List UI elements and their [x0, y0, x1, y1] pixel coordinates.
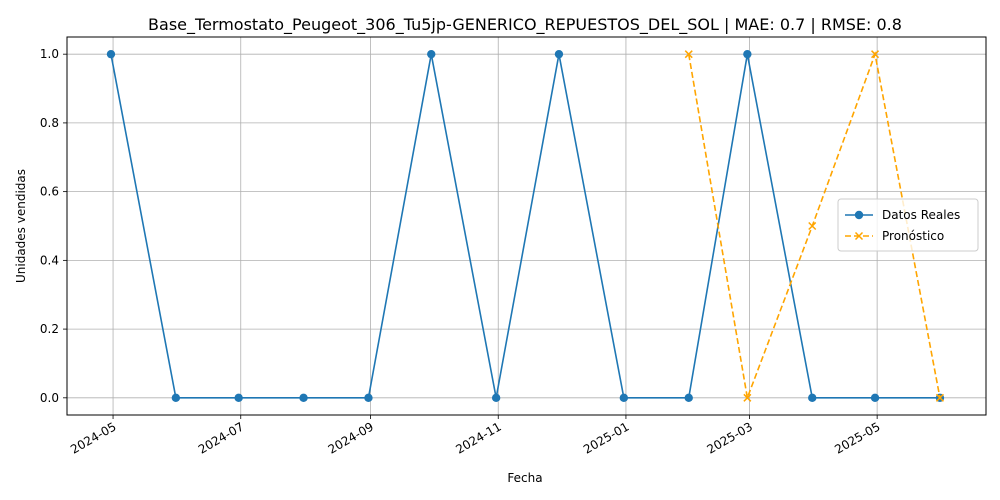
plot-frame — [66, 36, 987, 416]
y-tick-label: 0.6 — [40, 185, 59, 199]
data-point — [234, 393, 243, 403]
data-point — [871, 50, 880, 59]
data-point — [684, 50, 693, 59]
data-point — [171, 393, 181, 403]
series-1 — [684, 50, 944, 402]
data-point — [870, 393, 880, 403]
x-axis: 2024-05 2024-07 2024-09 2024-11 2025-01 2025-… — [68, 415, 883, 457]
series-line — [110, 54, 940, 399]
data-point — [427, 49, 436, 59]
grid — [67, 37, 986, 415]
y-tick-label: 0.8 — [40, 116, 59, 130]
data-point — [554, 49, 564, 59]
y-axis-label: Unidades vendidas — [14, 169, 28, 283]
data-point — [743, 49, 752, 59]
data-point — [935, 393, 944, 402]
data-point — [106, 49, 116, 59]
legend-box — [837, 198, 979, 252]
data-point — [299, 393, 308, 403]
data-point — [364, 393, 373, 403]
x-tick-label: 2024-11 — [453, 419, 503, 456]
data-point — [491, 393, 501, 403]
chart-title: Base_Termostato_Peugeot_306_Tu5jp-GENERI… — [148, 15, 902, 35]
data-point — [808, 221, 817, 231]
y-axis: 0.0 0.2 0.4 0.6 0.8 1.0 — [40, 47, 67, 405]
x-tick-label: 2025-03 — [705, 419, 755, 456]
y-tick-label: 0.2 — [40, 322, 59, 336]
data-point — [619, 393, 629, 403]
x-tick-label: 2025-05 — [832, 419, 882, 456]
x-tick-label: 2024-05 — [68, 419, 118, 456]
legend-label: Datos Reales — [882, 208, 960, 222]
legend: Datos Reales Pronóstico — [837, 198, 979, 252]
data-point — [808, 393, 817, 403]
x-axis-label: Fecha — [507, 471, 542, 485]
legend-label: Pronóstico — [882, 229, 944, 243]
data-point — [743, 393, 752, 402]
legend-marker — [854, 210, 864, 220]
y-tick-label: 0.0 — [40, 391, 59, 405]
series-layer — [106, 49, 945, 403]
x-tick-label: 2024-09 — [326, 419, 376, 456]
y-tick-label: 1.0 — [40, 47, 59, 61]
x-tick-label: 2024-07 — [196, 419, 246, 456]
legend-marker — [854, 231, 864, 241]
x-tick-label: 2025-01 — [581, 419, 631, 456]
series-0 — [106, 49, 945, 403]
y-tick-label: 0.4 — [40, 253, 59, 267]
data-point — [684, 393, 693, 403]
